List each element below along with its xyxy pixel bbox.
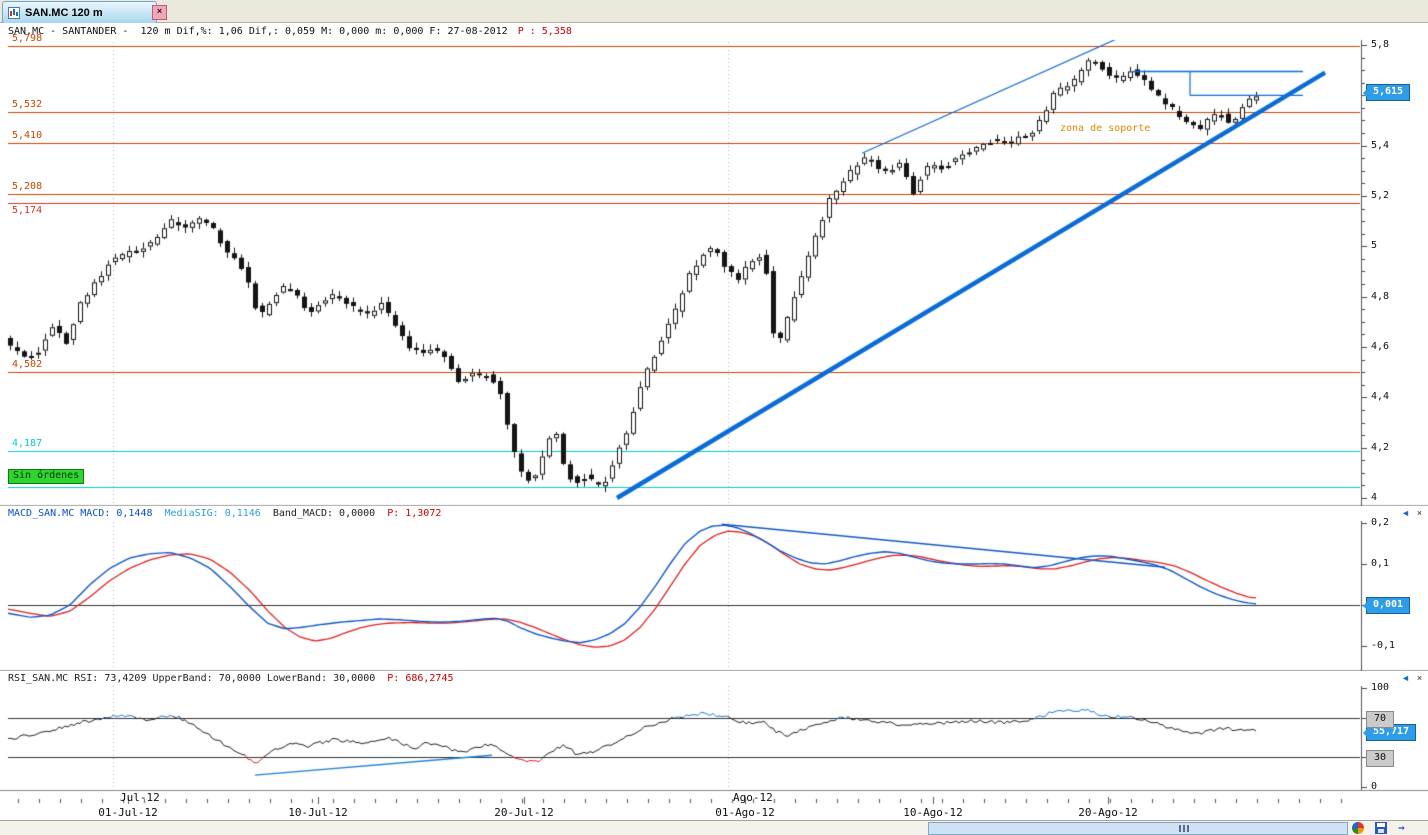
main-axis-tick-label: 5,2 [1371,190,1390,201]
main-axis-tick-label: 4,4 [1371,391,1390,403]
main-axis-tick-label: 4,6 [1371,341,1390,352]
macd-header-row: MACD_SAN.MC MACD: 0,1448 MediaSIG: 0,1146… [0,506,1428,521]
macd-axis-tick-label: 0,1 [1371,558,1390,569]
main-chart-header: SAN.MC - SANTANDER - 120 m Dif,%: 1,06 D… [8,26,572,37]
rsi-collapse-button[interactable]: ◄ [1401,673,1410,683]
macd-axis-tick-label: -0,1 [1371,640,1396,651]
instrument-info: SAN.MC - SANTANDER - 120 m Dif,%: 1,06 D… [8,26,508,37]
price-level-label: 5,532 [12,99,43,111]
rsi-axis-tick-label: 100 [1371,682,1390,693]
rsi-header-segment: RSI_SAN.MC RSI: 73,4209 UpperBand: 70,00… [8,673,376,684]
rsi-header-row: RSI_SAN.MC RSI: 73,4209 UpperBand: 70,00… [0,671,1428,686]
tab-close-button[interactable]: × [152,5,167,20]
macd-collapse-button[interactable]: ◄ [1401,508,1410,518]
last-price-badge: 5,615 [1363,84,1410,101]
macd-header-text: MACD_SAN.MC MACD: 0,1448 MediaSIG: 0,1146… [8,508,453,519]
price-level-label: 4,502 [12,358,43,370]
macd-close-button[interactable]: × [1416,508,1423,518]
price-level-label: 4,187 [12,437,43,449]
month-label: Ago-12 [733,791,773,804]
macd-header-segment: MACD_SAN.MC MACD: 0,1448 [8,508,153,519]
date-label: 01-Ago-12 [715,806,775,819]
date-label: 01-Jul-12 [98,806,158,819]
main-axis-tick-label: 5,4 [1371,139,1390,151]
price-level-label: 5,410 [12,130,43,142]
rsi-lower-band-badge: 30 [1366,750,1394,767]
macd-axis-tick-label: 0,2 [1371,517,1390,528]
price-level-label: 5,208 [12,180,43,192]
chart-tab[interactable]: SAN.MC 120 m [2,1,157,23]
support-zone-annotation: zona de soporte [1060,123,1151,134]
export-icon[interactable]: → [1398,821,1405,834]
date-label: 10-Ago-12 [903,806,963,819]
main-axis-tick-label: 5,8 [1371,39,1390,50]
horizontal-scrollbar[interactable] [928,822,1348,835]
macd-value-badge: 0,001 [1363,597,1410,614]
save-icon[interactable] [1375,822,1387,834]
tab-bar: SAN.MC 120 m × [0,0,1428,23]
app-logo-icon[interactable] [1352,822,1364,834]
rsi-axis-tick-label: 0 [1371,781,1378,792]
chart-icon [8,6,20,19]
tab-label: SAN.MC 120 m [25,6,103,19]
rsi-close-button[interactable]: × [1416,673,1423,683]
status-bar: → [0,820,1428,835]
date-label: 10-Jul-12 [288,806,348,819]
scrollbar-grip[interactable] [1179,825,1190,832]
rsi-header-text: RSI_SAN.MC RSI: 73,4209 UpperBand: 70,00… [8,673,466,684]
price-level-label: 5,798 [12,32,43,44]
rsi-header-segment: P: 686,2745 [387,673,454,684]
date-label: 20-Jul-12 [494,806,554,819]
macd-header-segment: Band_MACD: 0,0000 [272,508,376,519]
price-level-label: 5,174 [12,204,43,216]
main-axis-tick-label: 4,8 [1371,290,1390,302]
main-axis-tick-label: 5 [1371,240,1378,252]
main-axis-tick-label: 4,2 [1371,441,1390,453]
date-label: 20-Ago-12 [1078,806,1138,819]
macd-header-segment: P: 1,3072 [387,508,442,519]
rsi-upper-band-badge: 70 [1366,711,1394,728]
month-label: Jul-12 [120,791,160,804]
macd-header-segment: MediaSIG: 0,1146 [164,508,261,519]
main-axis-tick-label: 4 [1371,492,1378,503]
no-orders-badge: Sin órdenes [8,469,85,484]
last-trade-info: P : 5,358 [517,26,572,37]
